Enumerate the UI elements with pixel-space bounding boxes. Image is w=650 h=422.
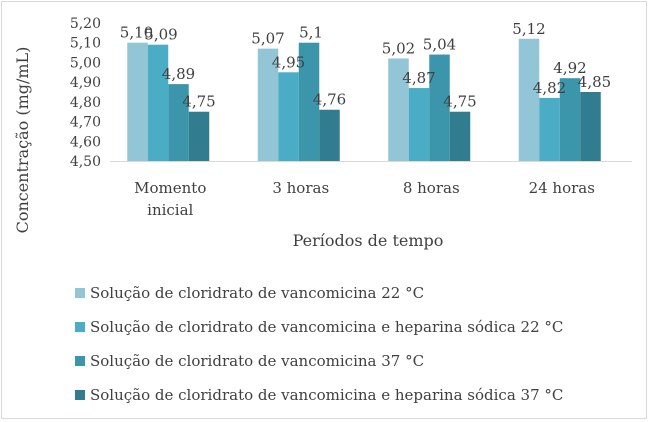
bar xyxy=(429,54,450,161)
bar xyxy=(168,84,189,161)
x-axis-title: Períodos de tempo xyxy=(293,231,444,250)
y-tick-label: 4,60 xyxy=(70,134,101,150)
y-tick-label: 5,00 xyxy=(70,55,101,71)
bar xyxy=(408,88,430,161)
y-tick-label: 5,20 xyxy=(70,16,101,32)
y-tick-labels: 4,50 4,60 4,70 4,80 4,90 5,00 5,10 5,20 xyxy=(70,16,101,170)
x-tick-label: 8 horas xyxy=(403,179,460,197)
legend: Solução de cloridrato de vancomicina 22 … xyxy=(75,284,563,404)
legend-swatch xyxy=(75,288,85,298)
y-tick-label: 4,80 xyxy=(70,95,101,111)
bar xyxy=(580,92,601,161)
bar xyxy=(559,78,581,161)
y-tick-label: 4,90 xyxy=(70,75,101,91)
bar xyxy=(147,44,169,161)
bar-data-label: 5,02 xyxy=(382,39,415,57)
bar-data-label: 4,75 xyxy=(182,93,215,111)
bar-data-label: 4,76 xyxy=(313,91,346,109)
x-tick-label: Momento xyxy=(134,179,206,197)
x-tick-labels: Momento inicial 3 horas 8 horas 24 horas xyxy=(134,179,595,219)
legend-swatch xyxy=(75,322,85,332)
bar xyxy=(518,38,540,162)
legend-label: Solução de cloridrato de vancomicina e h… xyxy=(90,318,563,336)
bar-data-label: 4,85 xyxy=(578,73,611,91)
legend-swatch xyxy=(75,356,85,366)
bar-data-label: 4,89 xyxy=(162,65,195,83)
y-tick-label: 4,50 xyxy=(70,154,101,170)
bar-data-label: 5,1 xyxy=(299,24,323,42)
x-tick-label: 3 horas xyxy=(272,179,329,197)
bars xyxy=(127,38,601,162)
bar-data-label: 4,87 xyxy=(402,69,435,87)
bar-data-labels: 5,105,09 4,89 4,75 5,07 4,95 5,1 4,76 5,02 4,87 5… xyxy=(120,20,611,111)
bar xyxy=(319,109,340,161)
bar xyxy=(188,111,210,161)
bar-data-label: 5,07 xyxy=(251,30,284,48)
bar xyxy=(449,111,471,161)
legend-swatch xyxy=(75,390,85,400)
bar-data-label: 5,09 xyxy=(144,26,177,44)
bar xyxy=(278,72,299,161)
bar xyxy=(388,58,409,161)
y-axis-title: Concentração (mg/mL) xyxy=(13,47,32,234)
bar-data-label: 5,04 xyxy=(423,36,456,54)
bar xyxy=(127,42,148,161)
x-tick-label: 24 horas xyxy=(529,179,595,197)
bar-data-label: 4,75 xyxy=(443,93,476,111)
x-tick-label: inicial xyxy=(147,201,193,219)
bar-data-label: 5,12 xyxy=(512,20,545,38)
bar xyxy=(539,97,560,161)
bar xyxy=(298,42,320,161)
bar-data-label: 4,92 xyxy=(553,59,586,77)
y-tick-label: 5,10 xyxy=(70,36,101,52)
y-tick-label: 4,70 xyxy=(70,115,101,131)
bar-data-label: 4,82 xyxy=(533,79,566,97)
bar-data-label: 4,95 xyxy=(272,53,305,71)
legend-label: Solução de cloridrato de vancomicina 22 … xyxy=(90,284,424,302)
legend-label: Solução de cloridrato de vancomicina 37 … xyxy=(90,352,424,370)
legend-label: Solução de cloridrato de vancomicina e h… xyxy=(90,386,563,404)
bar xyxy=(257,48,279,161)
bar-data-label: 5,10 xyxy=(120,24,153,42)
